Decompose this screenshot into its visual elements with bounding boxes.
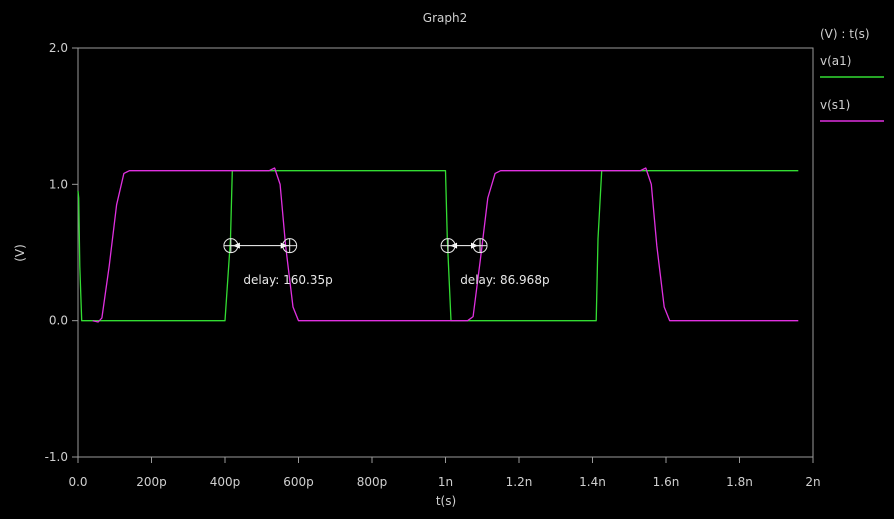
delay-marker-icon — [223, 238, 239, 254]
y-axis: 2.0 1.0 0.0 -1.0 — [45, 41, 78, 464]
x-tick-label: 1.4n — [579, 475, 606, 489]
x-tick-label: 200p — [136, 475, 167, 489]
x-tick-label: 0.0 — [68, 475, 87, 489]
x-tick-label: 1.8n — [726, 475, 753, 489]
delay-annotation-label: delay: 86.968p — [460, 273, 549, 287]
x-tick-label: 400p — [210, 475, 241, 489]
legend: (V) : t(s) v(a1) v(s1) — [820, 27, 884, 122]
y-tick-label: 2.0 — [49, 41, 68, 55]
legend-entry-label: v(a1) — [820, 54, 851, 68]
x-tick-label: 1n — [438, 475, 453, 489]
delay-marker-icon — [472, 238, 488, 254]
x-tick-label: 2n — [805, 475, 820, 489]
x-tick-label: 600p — [283, 475, 314, 489]
delay-marker-icon — [282, 238, 298, 254]
x-tick-label: 800p — [357, 475, 388, 489]
chart-title: Graph2 — [423, 11, 467, 25]
y-tick-label: 0.0 — [49, 314, 68, 328]
x-axis-label: t(s) — [436, 494, 456, 508]
series-line-v-s1 — [92, 167, 799, 323]
delay-annotation-label: delay: 160.35p — [243, 273, 332, 287]
x-axis: 0.0 200p 400p 600p 800p 1n 1.2n 1.4n 1.6n 1.8n 2n — [68, 457, 821, 489]
delay-marker-icon — [440, 238, 456, 254]
annotation-layer: delay: 160.35p delay: 86.968p — [223, 238, 550, 287]
y-tick-label: 1.0 — [49, 177, 68, 191]
legend-entry-label: v(s1) — [820, 98, 850, 112]
y-axis-label: (V) — [13, 244, 27, 262]
series-layer — [77, 167, 799, 323]
y-tick-label: -1.0 — [45, 450, 68, 464]
legend-header: (V) : t(s) — [820, 27, 870, 41]
x-tick-label: 1.2n — [506, 475, 533, 489]
series-line-v-a1 — [77, 170, 799, 322]
x-tick-label: 1.6n — [653, 475, 680, 489]
